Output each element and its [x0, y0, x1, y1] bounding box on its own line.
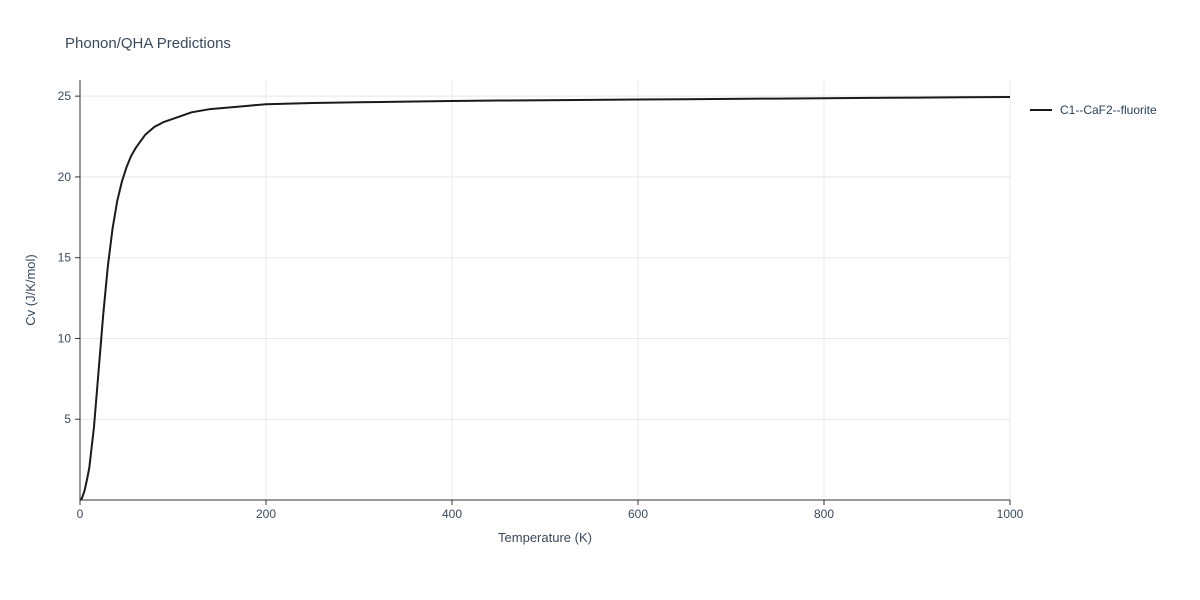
y-tick-label: 25 — [58, 89, 72, 103]
y-tick-label: 10 — [58, 331, 72, 345]
x-tick-label: 1000 — [997, 507, 1024, 521]
x-tick-label: 600 — [628, 507, 648, 521]
x-tick-label: 400 — [442, 507, 462, 521]
x-tick-label: 0 — [77, 507, 84, 521]
y-tick-label: 20 — [58, 170, 72, 184]
y-tick-label: 15 — [58, 251, 72, 265]
legend-label: C1--CaF2--fluorite — [1060, 103, 1157, 117]
x-tick-label: 200 — [256, 507, 276, 521]
chart-canvas: 0 200 400 600 800 1000 5 10 15 20 25 Temperature (K… — [0, 0, 1200, 600]
x-axis-label: Temperature (K) — [498, 530, 592, 545]
y-axis-label: Cv (J/K/mol) — [23, 254, 38, 326]
y-tick-label: 5 — [64, 412, 71, 426]
series-line — [80, 97, 1010, 500]
x-tick-label: 800 — [814, 507, 834, 521]
